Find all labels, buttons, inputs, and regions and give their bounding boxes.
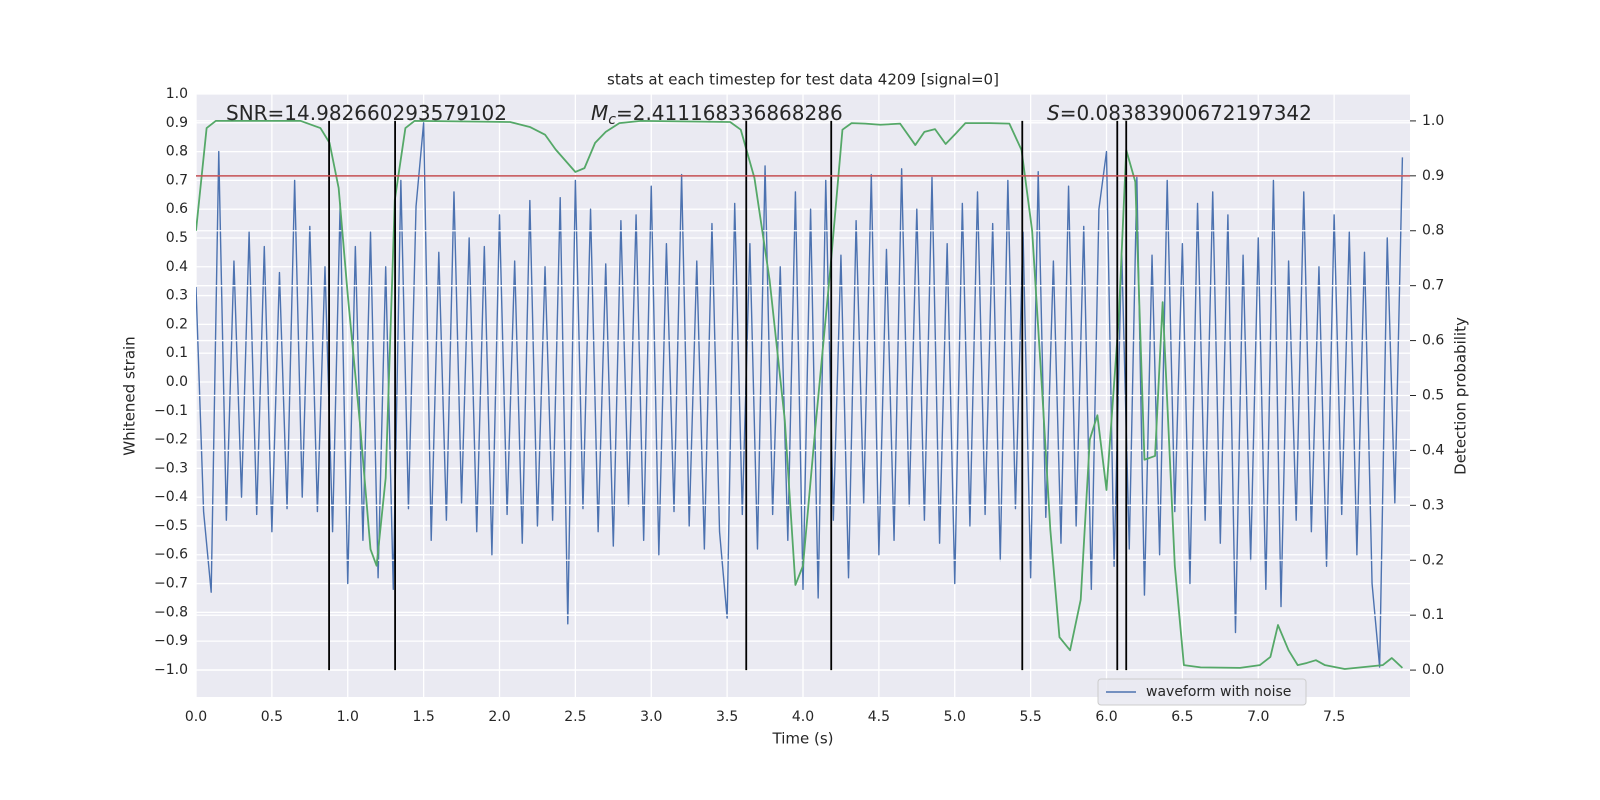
- y-tick-label: −0.4: [154, 489, 188, 505]
- y-tick-label: −1.0: [154, 662, 188, 678]
- annotation: S=0.08383900672197342: [1047, 101, 1312, 125]
- y-tick-label: −0.3: [154, 460, 188, 476]
- y-tick-label: 0.5: [166, 230, 188, 246]
- annotation-symbol: M: [591, 101, 608, 125]
- series-line: [196, 122, 1404, 668]
- y2-tick-label: 0.1: [1422, 607, 1444, 623]
- y-tick-label: 0.9: [166, 115, 188, 131]
- annotation-symbol: S: [1047, 101, 1060, 125]
- y-tick-label: 0.0: [166, 374, 188, 390]
- x-tick-label: 5.0: [944, 709, 966, 725]
- y-tick-label: −0.8: [154, 604, 188, 620]
- annotation: SNR=14.982660293579102: [226, 101, 507, 125]
- y-tick-label: −0.2: [154, 432, 188, 448]
- legend-label: waveform with noise: [1146, 684, 1291, 700]
- y-tick-label: −0.7: [154, 576, 188, 592]
- y-tick-label: 0.8: [166, 144, 188, 160]
- y2-tick-label: 0.7: [1422, 278, 1444, 294]
- y2-tick-label: 0.2: [1422, 552, 1444, 568]
- annotation: Mc=2.411168336868286: [591, 101, 843, 129]
- y-axis-label: Whitened strain: [121, 336, 139, 455]
- annotation-text: =0.08383900672197342: [1060, 101, 1312, 125]
- x-tick-label: 3.0: [640, 709, 662, 725]
- x-tick-label: 2.0: [488, 709, 510, 725]
- x-tick-label: 1.5: [412, 709, 434, 725]
- y-tick-label: 1.0: [166, 86, 188, 102]
- series-line: [196, 120, 1404, 670]
- y-tick-label: 0.6: [166, 201, 188, 217]
- y-tick-label: 0.3: [166, 288, 188, 304]
- upper-layer: [196, 120, 1410, 671]
- x-tick-label: 0.5: [261, 709, 283, 725]
- chart-title: stats at each timestep for test data 420…: [607, 71, 999, 89]
- legend-box: [1097, 678, 1307, 706]
- x-tick-label: 7.0: [1247, 709, 1269, 725]
- x-tick-label: 6.0: [1095, 709, 1117, 725]
- annotation-text: =2.411168336868286: [616, 101, 843, 125]
- x-tick-label: 5.5: [1019, 709, 1041, 725]
- y2-axis-label: Detection probability: [1452, 317, 1470, 475]
- y2-tick-label: 0.3: [1422, 497, 1444, 513]
- y-tick-label: −0.1: [154, 403, 188, 419]
- y-tick-label: 0.2: [166, 316, 188, 332]
- y-tick-label: −0.9: [154, 633, 188, 649]
- x-tick-label: 6.5: [1171, 709, 1193, 725]
- x-tick-label: 0.0: [185, 709, 207, 725]
- x-tick-label: 3.5: [716, 709, 738, 725]
- x-tick-label: 7.5: [1323, 709, 1345, 725]
- y2-tick-label: 0.6: [1422, 333, 1444, 349]
- y-tick-label: 0.7: [166, 172, 188, 188]
- y-tick-label: −0.6: [154, 547, 188, 563]
- y2-tick-label: 0.4: [1422, 442, 1444, 458]
- x-axis-label: Time (s): [772, 730, 834, 748]
- annotation-text: SNR=14.982660293579102: [226, 101, 507, 125]
- lower-layer: [195, 93, 1410, 697]
- y-tick-label: −0.5: [154, 518, 188, 534]
- y2-tick-label: 0.0: [1422, 662, 1444, 678]
- y-tick-label: 0.4: [166, 259, 188, 275]
- x-tick-label: 4.5: [868, 709, 890, 725]
- x-tick-label: 2.5: [564, 709, 586, 725]
- y-tick-label: 0.1: [166, 345, 188, 361]
- x-tick-label: 1.0: [337, 709, 359, 725]
- y2-tick-label: 0.5: [1422, 388, 1444, 404]
- y2-tick-label: 1.0: [1422, 113, 1444, 129]
- x-tick-label: 4.0: [792, 709, 814, 725]
- y2-tick-label: 0.8: [1422, 223, 1444, 239]
- y2-tick-label: 0.9: [1422, 168, 1444, 184]
- annotation-subscript: c: [608, 112, 616, 128]
